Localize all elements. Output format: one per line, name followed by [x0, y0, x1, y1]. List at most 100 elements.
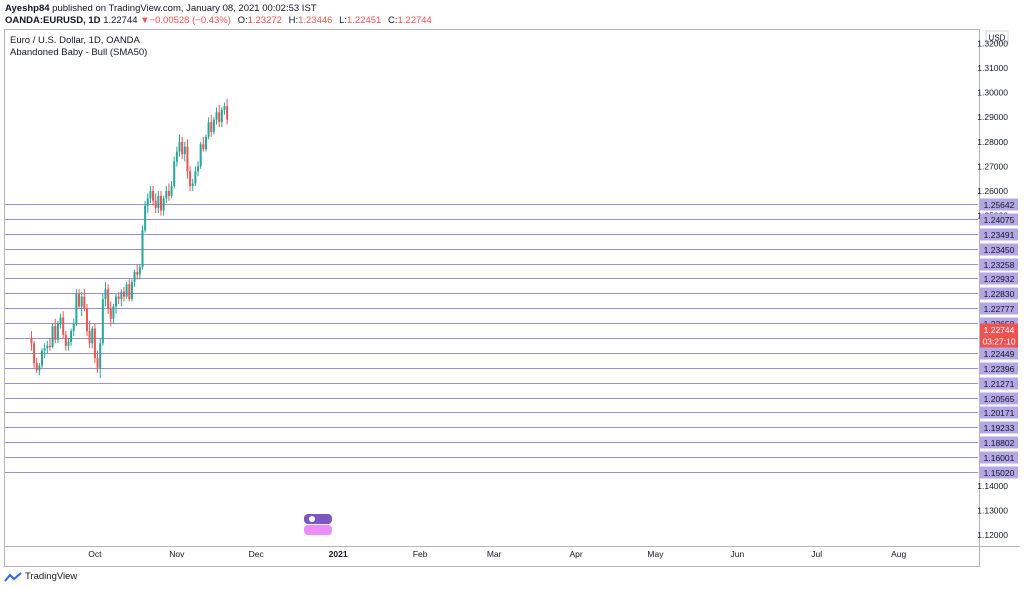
- candle[interactable]: [62, 311, 65, 339]
- x-tick-label: Aug: [891, 549, 906, 559]
- candle[interactable]: [194, 166, 197, 187]
- candle-body: [212, 119, 215, 132]
- candle[interactable]: [115, 294, 118, 314]
- candle-body: [83, 296, 86, 309]
- candle[interactable]: [30, 331, 33, 351]
- candle-body: [117, 296, 120, 300]
- candle[interactable]: [159, 190, 162, 216]
- candle[interactable]: [99, 338, 102, 378]
- candle-body: [186, 146, 189, 172]
- candle-body: [170, 186, 173, 196]
- candle[interactable]: [80, 291, 83, 317]
- candle[interactable]: [85, 303, 88, 336]
- candle[interactable]: [67, 338, 70, 351]
- candle[interactable]: [133, 269, 136, 287]
- tradingview-cloud-icon: [4, 571, 22, 582]
- candle[interactable]: [218, 104, 221, 128]
- candle[interactable]: [165, 186, 168, 204]
- candle[interactable]: [183, 141, 186, 162]
- candle[interactable]: [157, 190, 160, 214]
- candle[interactable]: [101, 294, 104, 346]
- candle[interactable]: [175, 146, 178, 167]
- candle[interactable]: [78, 289, 81, 309]
- candle[interactable]: [207, 117, 210, 140]
- candle[interactable]: [162, 195, 165, 216]
- candle[interactable]: [204, 134, 207, 152]
- candle[interactable]: [191, 178, 194, 191]
- candle[interactable]: [64, 331, 67, 351]
- candle-body: [104, 289, 107, 300]
- candle[interactable]: [210, 114, 213, 137]
- candle[interactable]: [130, 279, 133, 302]
- candle-body: [152, 190, 155, 201]
- candle[interactable]: [199, 141, 202, 169]
- candle[interactable]: [91, 326, 94, 349]
- candle[interactable]: [72, 318, 75, 336]
- candle[interactable]: [112, 303, 115, 324]
- level-tag: [980, 198, 1018, 211]
- x-tick-label: Jun: [731, 549, 745, 559]
- candle[interactable]: [223, 102, 226, 115]
- author-name[interactable]: Ayeshp84: [5, 3, 50, 14]
- candle-body: [146, 198, 149, 206]
- candle[interactable]: [35, 358, 38, 373]
- candle[interactable]: [75, 289, 78, 327]
- candle[interactable]: [128, 279, 131, 302]
- candle[interactable]: [117, 291, 120, 304]
- candle[interactable]: [154, 193, 157, 214]
- candle[interactable]: [104, 281, 107, 307]
- candle[interactable]: [138, 264, 141, 280]
- candle[interactable]: [167, 183, 170, 201]
- current-price-tag: [980, 323, 1018, 348]
- candle[interactable]: [197, 161, 200, 177]
- candle[interactable]: [70, 328, 73, 346]
- candle[interactable]: [226, 98, 229, 125]
- candle[interactable]: [178, 134, 181, 157]
- candle-body: [175, 151, 178, 162]
- candle-body: [41, 350, 44, 366]
- candle[interactable]: [136, 264, 139, 280]
- candle[interactable]: [149, 186, 152, 204]
- candle[interactable]: [125, 281, 128, 300]
- candle[interactable]: [51, 323, 54, 349]
- candle[interactable]: [189, 166, 192, 191]
- candle[interactable]: [43, 343, 46, 359]
- candle[interactable]: [93, 323, 96, 363]
- candle[interactable]: [215, 107, 218, 125]
- candle[interactable]: [144, 200, 147, 233]
- level-tag-label: 1.20171: [984, 408, 1015, 418]
- candle[interactable]: [141, 225, 144, 270]
- candle[interactable]: [202, 136, 205, 152]
- candle[interactable]: [186, 139, 189, 179]
- candle[interactable]: [152, 186, 155, 206]
- candle[interactable]: [181, 136, 184, 159]
- candle[interactable]: [107, 284, 110, 314]
- candle[interactable]: [48, 338, 51, 351]
- currency-box: [985, 30, 1009, 44]
- candle[interactable]: [212, 117, 215, 135]
- candle[interactable]: [59, 313, 62, 329]
- candle[interactable]: [88, 321, 91, 349]
- candle[interactable]: [146, 193, 149, 214]
- candle[interactable]: [220, 107, 223, 128]
- candle[interactable]: [122, 286, 125, 302]
- candle[interactable]: [173, 156, 176, 189]
- candle[interactable]: [41, 348, 44, 368]
- candle[interactable]: [38, 362, 41, 376]
- candle[interactable]: [170, 181, 173, 199]
- idea-marker-icon[interactable]: [304, 514, 332, 535]
- tradingview-logo[interactable]: TradingView: [4, 571, 77, 582]
- candle[interactable]: [83, 289, 86, 312]
- candle-body: [115, 296, 118, 307]
- candle[interactable]: [96, 350, 99, 373]
- candle[interactable]: [109, 301, 112, 327]
- x-tick-label: Feb: [413, 549, 428, 559]
- y-tick-label: 1.12000: [977, 530, 1008, 540]
- candle[interactable]: [56, 321, 59, 344]
- candle[interactable]: [46, 340, 49, 354]
- candle[interactable]: [120, 289, 123, 307]
- candle-body: [133, 272, 136, 282]
- candle[interactable]: [54, 318, 57, 344]
- candle[interactable]: [33, 340, 36, 368]
